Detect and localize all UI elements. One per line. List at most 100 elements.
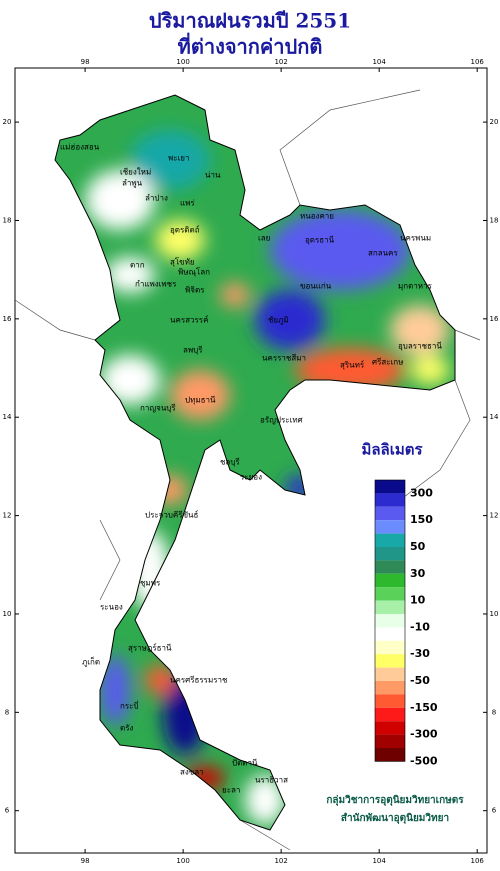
legend-swatch <box>375 547 405 561</box>
province-label: อรัญประเทศ <box>260 416 303 425</box>
province-label: ระนอง <box>100 603 123 612</box>
tick-label: 6 <box>492 807 497 815</box>
legend-swatch <box>375 667 405 681</box>
province-label: ระยอง <box>240 473 262 482</box>
legend-swatch <box>375 560 405 574</box>
tick-label: 6 <box>5 807 10 815</box>
legend-swatch <box>375 694 405 708</box>
legend-swatch <box>375 734 405 748</box>
credit-line: กลุ่มวิชาการอุตุนิยมวิทยาเกษตร <box>326 794 464 806</box>
legend-swatch <box>375 506 405 521</box>
province-label: น่าน <box>205 171 221 180</box>
province-labels: แม่ฮ่องสอน เชียงใหม่ ลำพูน ลำปาง พะเยา น… <box>60 143 442 795</box>
legend-swatch <box>375 533 405 547</box>
subtitle: ที่ต่างจากค่าปกติ <box>178 32 323 59</box>
province-label: ยะลา <box>222 786 240 795</box>
legend: 300 150 50 30 10 -10 -30 -50 -150 -300 -500 <box>374 479 438 767</box>
legend-label: 10 <box>410 594 426 607</box>
legend-label: 30 <box>410 567 426 580</box>
title: ปริมาณฝนรวมปี 2551 <box>149 9 351 33</box>
province-label: นครพนม <box>400 234 431 243</box>
province-label: กระบี่ <box>120 700 139 711</box>
province-label: ลำปาง <box>145 194 168 203</box>
legend-swatch <box>375 614 405 628</box>
province-label: แม่ฮ่องสอน <box>60 143 100 152</box>
province-label: สุราษฎร์ธานี <box>128 643 172 653</box>
tick-label: 102 <box>274 58 287 66</box>
province-label: ลำพูน <box>122 179 143 189</box>
legend-label: -500 <box>410 754 438 767</box>
province-label: หนองคาย <box>300 212 334 221</box>
tick-label: 12 <box>490 512 499 520</box>
province-label: นราธิวาส <box>255 776 288 785</box>
tick-label: 8 <box>492 708 496 716</box>
tick-label: 10 <box>490 610 499 618</box>
province-label: ชุมพร <box>140 579 161 588</box>
neighbor-borders <box>14 89 481 851</box>
province-label: ปทุมธานี <box>185 396 216 405</box>
province-label: ชัยภูมิ <box>268 316 289 326</box>
legend-swatch <box>375 640 405 655</box>
tick-label: 12 <box>3 512 12 520</box>
province-label: สงขลา <box>180 768 204 777</box>
tick-label: 18 <box>3 216 12 224</box>
legend-label: -30 <box>410 647 430 660</box>
province-label: เลย <box>258 234 270 243</box>
province-label: สุรินทร์ <box>340 360 365 370</box>
tick-label: 20 <box>490 118 499 126</box>
tick-label: 16 <box>3 315 12 323</box>
province-label: ตรัง <box>120 724 133 733</box>
province-label: พิษณุโลก <box>178 267 210 277</box>
province-label: นครสวรรค์ <box>170 315 208 325</box>
legend-swatch <box>375 600 405 614</box>
tick-label: 98 <box>81 58 90 66</box>
tick-label: 20 <box>3 118 12 126</box>
legend-label: 50 <box>410 540 426 553</box>
province-label: ประจวบคีรีขันธ์ <box>145 510 199 520</box>
legend-label: -300 <box>410 728 438 741</box>
tick-label: 102 <box>274 857 287 865</box>
legend-label: -10 <box>410 620 430 633</box>
legend-swatch <box>375 587 405 601</box>
province-label: นครราชสีมา <box>262 354 306 363</box>
province-label: นครศรีธรรมราช <box>170 676 228 685</box>
legend-swatch <box>375 707 405 722</box>
tick-label: 104 <box>372 857 386 865</box>
province-label: แพร่ <box>180 199 195 208</box>
tick-label: 14 <box>3 413 12 421</box>
legend-swatch <box>375 748 405 762</box>
tick-label: 14 <box>490 413 499 421</box>
legend-frame <box>374 479 406 762</box>
legend-label: 150 <box>410 513 433 526</box>
credit-line: สำนักพัฒนาอุตุนิยมวิทยา <box>341 812 449 824</box>
province-label: กำแพงเพชร <box>135 280 177 289</box>
legend-swatch <box>375 493 405 507</box>
province-label: มุกดาหาร <box>398 282 433 291</box>
tick-label: 98 <box>81 857 90 865</box>
legend-title: มิลลิเมตร <box>361 441 423 459</box>
province-label: สกลนคร <box>368 249 398 258</box>
province-label: อุตรดิตถ์ <box>170 225 200 235</box>
province-label: ตาก <box>130 261 145 270</box>
legend-label: 300 <box>410 486 433 499</box>
province-label: อุบลราชธานี <box>398 342 442 351</box>
province-label: ลพบุรี <box>183 346 203 355</box>
tick-label: 16 <box>490 315 499 323</box>
tick-label: 106 <box>471 857 485 865</box>
legend-swatch <box>375 573 405 588</box>
province-label: อุดรธานี <box>305 236 335 245</box>
legend-swatch <box>375 520 405 534</box>
legend-label: -150 <box>410 701 438 714</box>
tick-label: 106 <box>471 58 485 66</box>
province-label: ภูเก็ต <box>82 657 100 668</box>
tick-label: 18 <box>490 216 499 224</box>
province-label: ศรีสะเกษ <box>372 358 403 367</box>
province-label: ปัตตานี <box>232 759 258 768</box>
province-label: กาญจนบุรี <box>140 404 176 413</box>
tick-label: 8 <box>5 708 9 716</box>
tick-label: 10 <box>3 610 12 618</box>
tick-label: 100 <box>176 58 189 66</box>
legend-swatch <box>375 721 405 735</box>
